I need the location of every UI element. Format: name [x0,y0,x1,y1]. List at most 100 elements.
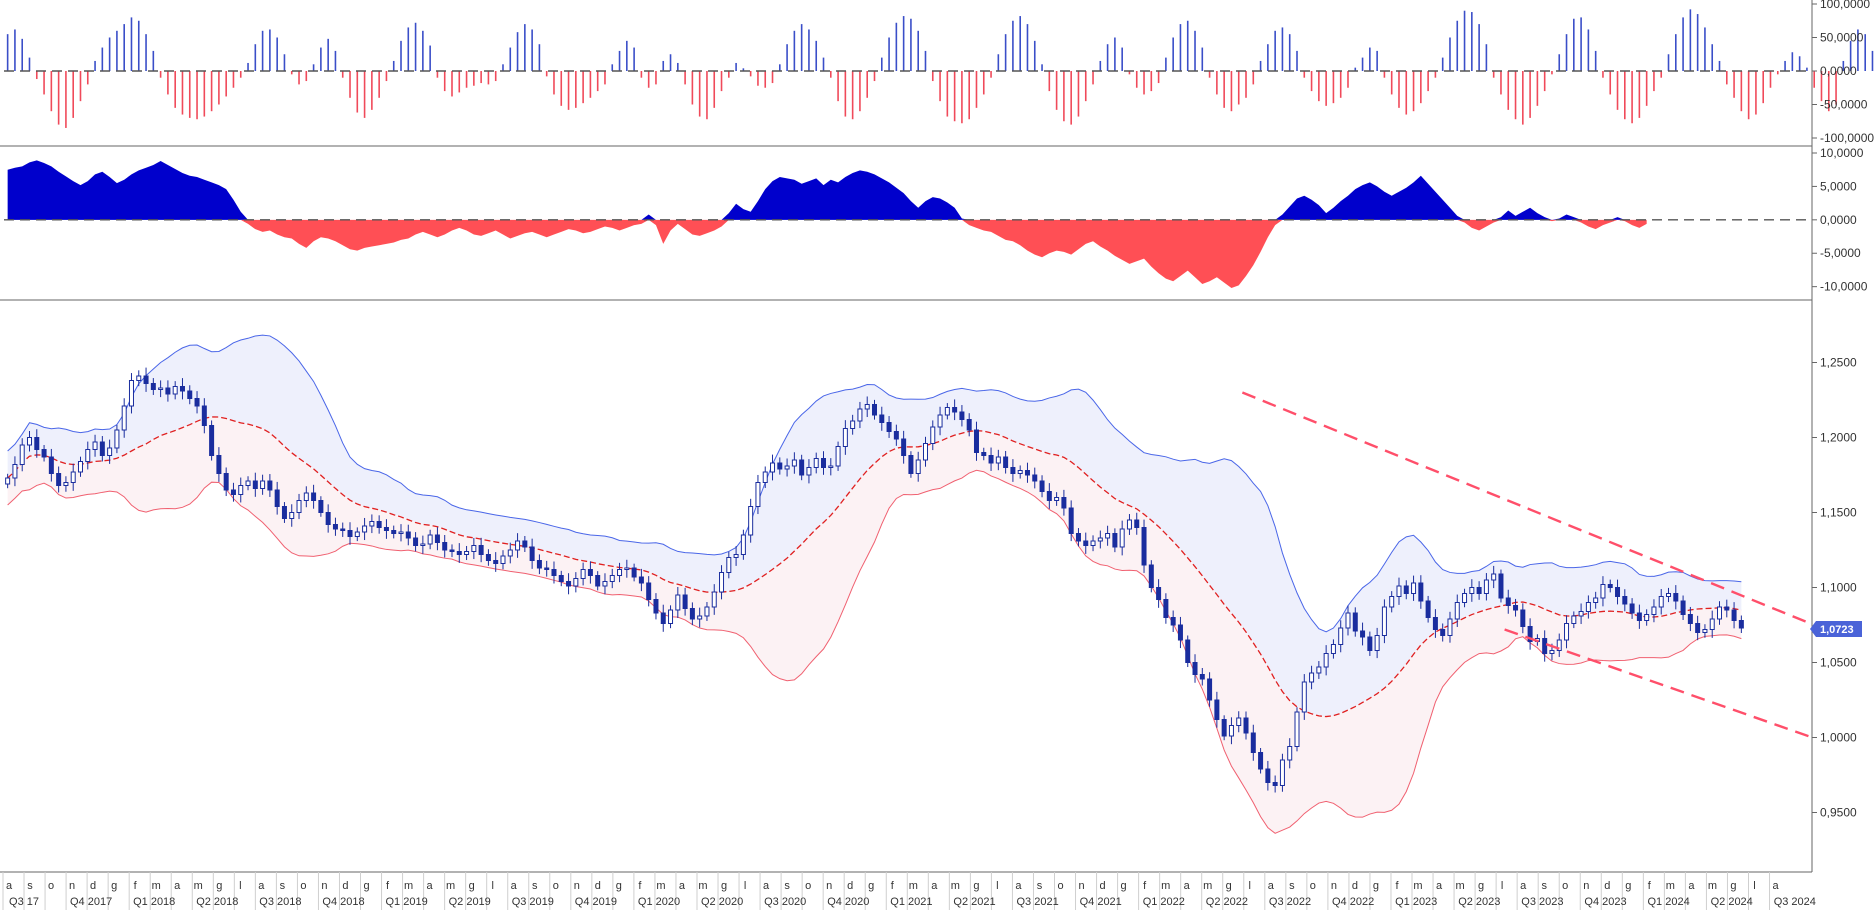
upper-band-fill [7,335,1742,717]
candlestick [981,447,987,461]
candle-body [704,606,710,617]
candle-body [922,443,928,461]
candlestick [901,430,907,464]
candle-body [1636,612,1642,621]
candlestick [1644,609,1650,626]
candlestick [1483,573,1489,601]
candlestick [966,413,972,437]
candle-body [1258,752,1264,770]
candlestick [434,527,440,551]
candle-body [427,534,433,545]
quarter-tick-label: Q4 2023 [1584,896,1626,908]
candle-body [1520,609,1526,627]
candle-body [413,537,419,546]
month-tick-label: a [258,880,265,892]
candlestick [165,380,171,402]
candlestick [609,568,615,589]
candlestick [85,441,91,470]
candle-body [813,458,819,468]
candle-body [34,437,40,450]
month-tick-label: f [1395,880,1399,892]
candlestick [1214,691,1220,728]
quarter-tick-label: Q2 2021 [953,896,995,908]
candle-body [1403,585,1409,594]
candle-body [660,612,666,624]
candle-body [544,567,550,570]
month-tick-label: m [1413,880,1422,892]
candle-body [1068,507,1074,534]
candlestick [995,449,1001,471]
candlestick [1469,579,1475,602]
candle-body [165,387,171,395]
month-tick-label: s [784,880,790,892]
candlestick [1010,459,1016,482]
candle-body [260,480,266,489]
candlestick [1170,610,1176,633]
candlestick [828,458,834,476]
quarter-tick-label: Q2 2018 [196,896,238,908]
candlestick [952,399,958,421]
candlestick [230,482,236,502]
candle-body [1250,732,1256,753]
month-tick-label: m [951,880,960,892]
candle-body [340,528,346,531]
candlestick [143,367,149,392]
candle-body [143,375,149,384]
candlestick [522,536,528,552]
quarter-tick-label: Q4 2022 [1332,896,1374,908]
candle-body [580,569,586,579]
candlestick [413,532,419,552]
candle-body [1389,596,1395,608]
candle-body [1447,618,1453,636]
candlestick [107,439,113,464]
candle-body [1542,638,1548,654]
candle-body [1483,579,1489,594]
month-tick-label: a [1772,880,1779,892]
candlestick [1301,674,1307,720]
month-tick-label: a [1688,880,1695,892]
candlestick [1585,595,1591,619]
candlestick [1338,620,1344,653]
candle-body [1607,584,1613,588]
candlestick [908,451,914,478]
candle-body [1374,635,1380,651]
candlestick [216,447,222,482]
candle-body [48,456,54,474]
price-y-tick-label: 1,0500 [1820,656,1857,670]
candlestick [1243,711,1249,740]
month-tick-label: m [446,880,455,892]
middle-y-tick-label: 0,0000 [1820,213,1857,227]
candle-body [1702,629,1708,633]
candlestick [238,477,244,503]
candlestick [1578,603,1584,625]
month-tick-label: n [826,880,832,892]
month-tick-label: l [1249,880,1251,892]
candlestick [842,420,848,455]
candle-body [1024,470,1030,476]
candle-body [223,473,229,491]
candlestick [464,545,470,561]
candlestick [864,396,870,418]
candle-body [1651,606,1657,615]
candle-body [121,405,127,431]
candlestick [1119,520,1125,556]
candlestick [296,493,302,520]
candlestick [187,385,193,405]
candlestick [56,466,62,493]
candlestick [1513,598,1519,617]
candlestick [303,486,309,508]
candlestick [806,459,812,484]
price-y-tick-label: 1,2500 [1820,356,1857,370]
quarter-tick-label: Q4 2017 [70,896,112,908]
quarter-tick-label: Q2 2023 [1458,896,1500,908]
panel-frames [0,0,1813,873]
candlestick [1491,565,1497,589]
quarter-tick-label: Q2 2024 [1711,896,1753,908]
candle-body [609,575,615,582]
candlestick [1309,665,1315,690]
candlestick [1564,615,1570,649]
candlestick [12,456,18,487]
candle-body [959,411,965,420]
candle-body [158,387,164,390]
